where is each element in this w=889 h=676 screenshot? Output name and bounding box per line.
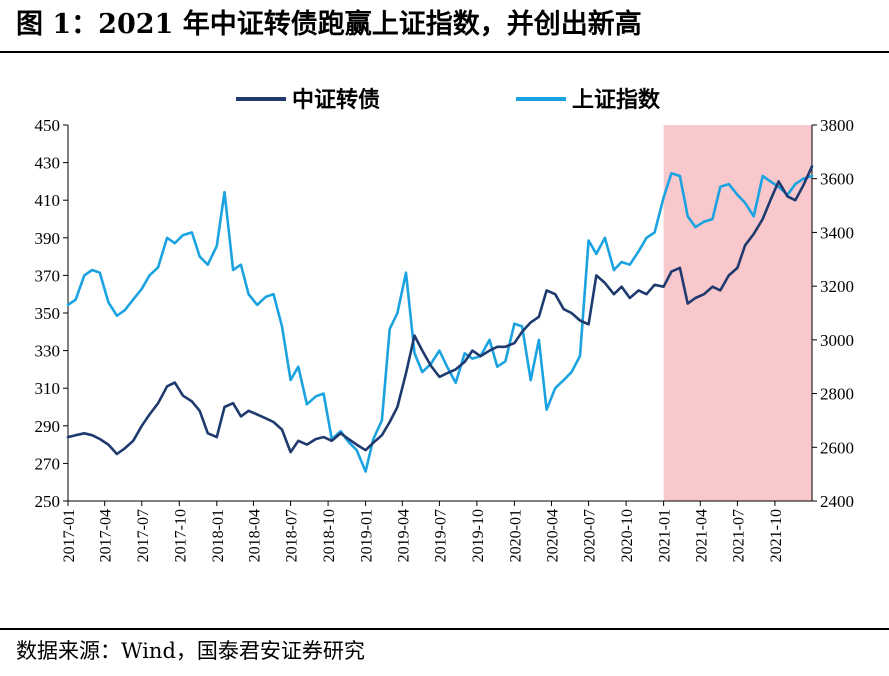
left-tick-label: 350 — [35, 304, 61, 323]
x-tick-label: 2017-01 — [61, 509, 78, 562]
left-tick-label: 430 — [35, 154, 61, 173]
left-tick-label: 370 — [35, 266, 61, 285]
right-tick-label: 3200 — [820, 277, 854, 296]
x-tick-label: 2021-07 — [730, 509, 747, 562]
x-tick-label: 2021-10 — [768, 509, 785, 562]
x-tick-label: 2019-01 — [359, 509, 376, 562]
left-tick-label: 450 — [35, 116, 61, 135]
line-chart: 250 270 290 310 330 350 370 390 410 430 450 2400 260… — [35, 87, 855, 562]
x-tick-label: 2017-10 — [172, 509, 189, 562]
figure-title: 图 1：2021 年中证转债跑赢上证指数，并创出新高 — [16, 9, 642, 40]
x-tick-label: 2020-01 — [507, 509, 524, 562]
right-tick-label: 3600 — [820, 170, 854, 189]
title-rule — [0, 51, 889, 53]
right-tick-label: 2800 — [820, 385, 854, 404]
series-line-right — [66, 172, 814, 473]
x-tick-label: 2019-04 — [395, 509, 412, 562]
right-tick-label: 2400 — [820, 492, 854, 511]
x-tick-label: 2018-01 — [210, 509, 227, 562]
highlight-band-layer — [663, 125, 812, 501]
x-tick-label: 2017-07 — [135, 509, 152, 562]
right-tick-label: 3800 — [820, 116, 854, 135]
legend-label: 上证指数 — [572, 87, 661, 112]
legend-label: 中证转债 — [292, 87, 380, 112]
x-tick-label: 2018-04 — [246, 509, 263, 562]
right-tick-label: 3400 — [820, 223, 854, 242]
x-tick-label: 2019-10 — [470, 509, 487, 562]
left-tick-label: 390 — [35, 229, 61, 248]
left-tick-label: 330 — [35, 342, 61, 361]
left-tick-label: 310 — [35, 379, 61, 398]
x-tick-label: 2020-07 — [582, 509, 599, 562]
x-tick-label: 2020-04 — [544, 509, 561, 562]
legend: 中证转债 上证指数 — [236, 87, 661, 112]
left-tick-label: 290 — [35, 417, 61, 436]
right-tick-label: 3000 — [820, 331, 854, 350]
footer-rule — [0, 628, 889, 630]
x-tick-label: 2018-10 — [321, 509, 338, 562]
left-tick-label: 270 — [35, 454, 61, 473]
left-tick-label: 410 — [35, 191, 61, 210]
series-layer — [66, 165, 814, 473]
x-tick-label: 2021-01 — [657, 509, 674, 562]
source-note: 数据来源：Wind，国泰君安证券研究 — [16, 639, 365, 663]
series-line-left — [66, 165, 814, 456]
highlight-band — [663, 125, 812, 501]
axes-layer: 250 270 290 310 330 350 370 390 410 430 450 2400 260… — [35, 116, 855, 562]
right-tick-label: 2600 — [820, 438, 854, 457]
left-tick-label: 250 — [35, 492, 61, 511]
x-tick-label: 2019-07 — [432, 509, 449, 562]
x-tick-label: 2018-07 — [284, 509, 301, 562]
x-tick-label: 2017-04 — [98, 509, 115, 562]
x-tick-label: 2021-04 — [693, 509, 710, 562]
x-tick-label: 2020-10 — [619, 509, 636, 562]
